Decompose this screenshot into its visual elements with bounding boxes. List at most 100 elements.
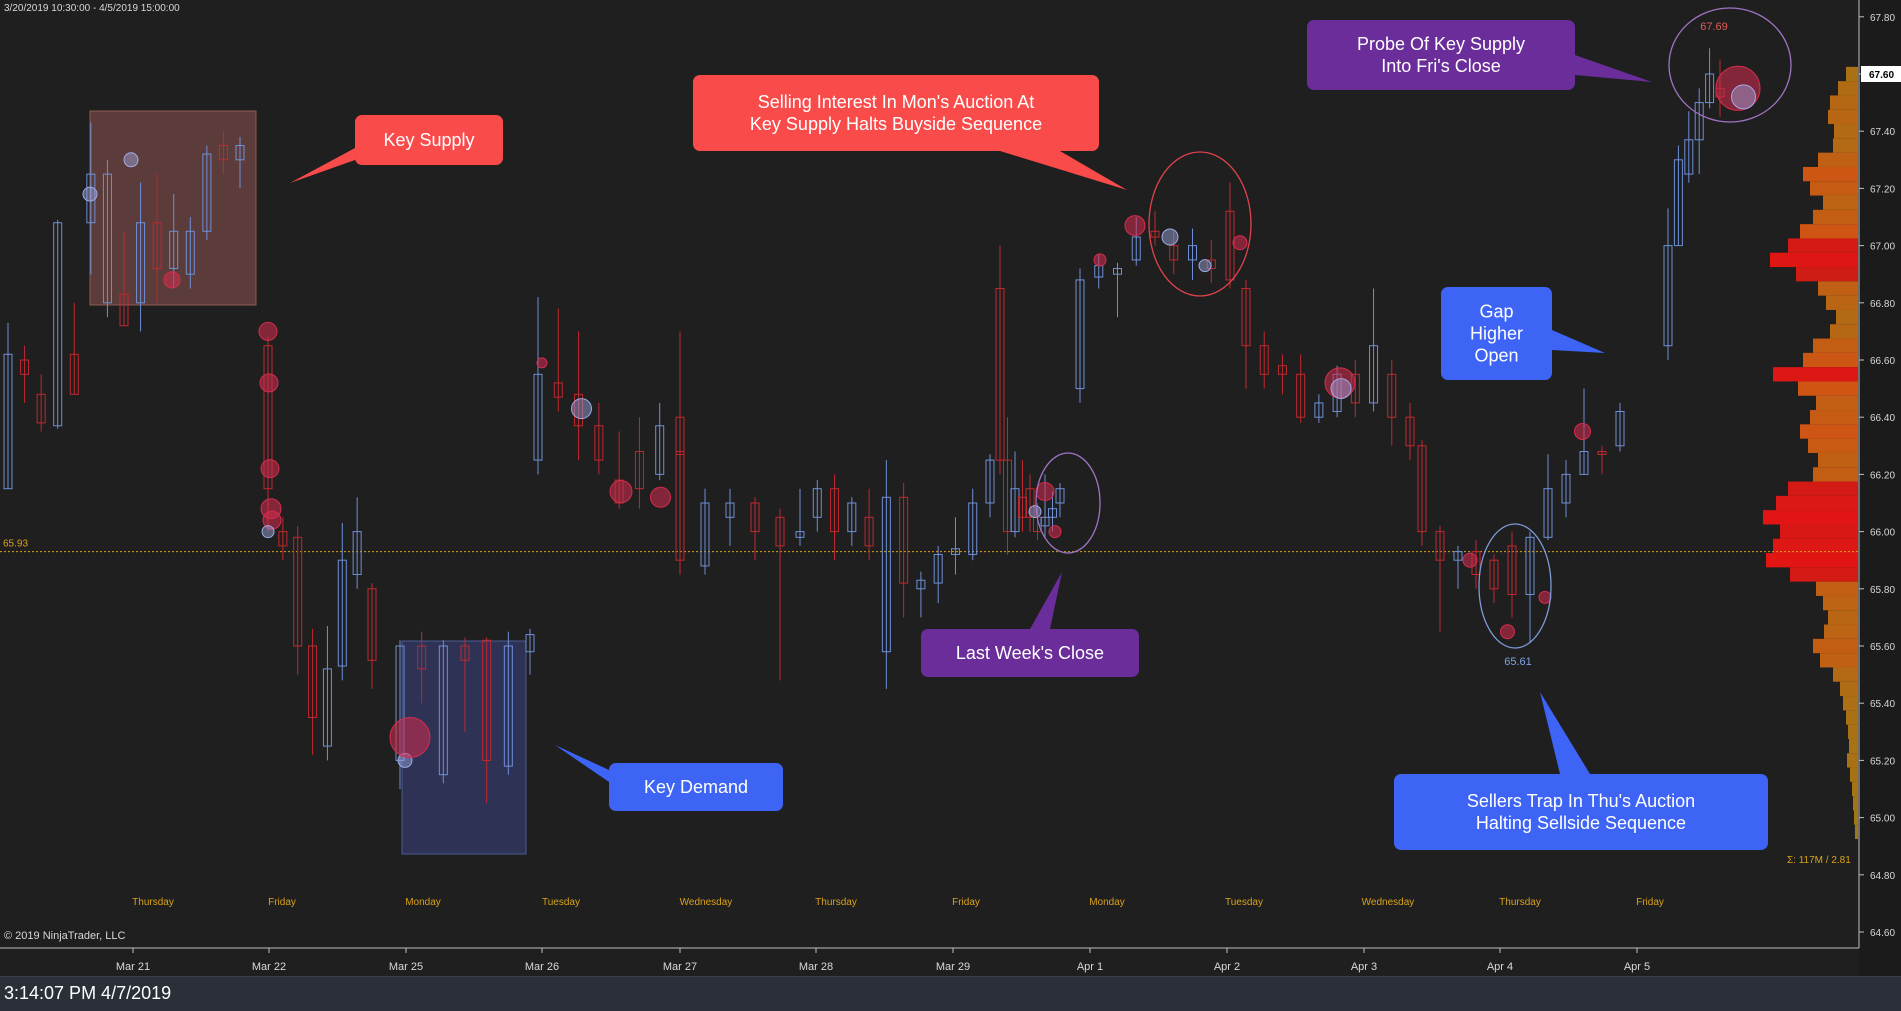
- candle-body: [308, 645, 318, 718]
- candle-body: [1694, 102, 1704, 141]
- volume-profile-bar: [1813, 209, 1858, 225]
- session-label: Monday: [405, 897, 441, 908]
- y-tick-label: 66.00: [1870, 528, 1895, 539]
- candle-body: [1615, 410, 1625, 447]
- annotation-text: Halting Sellside Sequence: [1476, 813, 1686, 833]
- x-date-label: Apr 4: [1487, 961, 1513, 973]
- y-tick-label: 65.80: [1870, 585, 1895, 596]
- current-price-box: [1861, 66, 1901, 82]
- y-tick-label: 64.80: [1870, 871, 1895, 882]
- volume-profile-bar: [1826, 295, 1858, 310]
- candle-body: [655, 425, 665, 475]
- annotation-text: Sellers Trap In Thu's Auction: [1467, 791, 1695, 811]
- volume-bubble: [82, 186, 98, 202]
- candle-body: [152, 222, 162, 269]
- candle-body: [1435, 531, 1445, 561]
- session-label: Tuesday: [1225, 897, 1263, 908]
- volume-bubble: [1028, 505, 1042, 519]
- y-tick-label: 65.20: [1870, 756, 1895, 767]
- probe-supply-ellipse: [1668, 7, 1792, 123]
- volume-profile-bar: [1849, 738, 1858, 754]
- candle-body: [1561, 473, 1571, 504]
- candle-body: [1525, 536, 1535, 596]
- volume-profile-bar: [1773, 538, 1858, 554]
- candle-body: [899, 496, 909, 584]
- candle-body: [933, 553, 943, 584]
- candle-body: [1453, 551, 1463, 561]
- volume-bubble: [1232, 235, 1248, 251]
- candle-body: [864, 516, 874, 547]
- candle-body: [417, 645, 427, 670]
- x-date-label: Mar 29: [936, 961, 970, 973]
- volume-profile-bar: [1816, 395, 1858, 411]
- annotation-pointer: [290, 148, 355, 183]
- candle-body: [1507, 545, 1517, 596]
- volume-bubble: [1048, 525, 1062, 539]
- volume-bubble: [1198, 259, 1212, 273]
- x-date-label: Apr 1: [1077, 961, 1103, 973]
- candle-body: [322, 668, 332, 747]
- volume-profile-bar: [1846, 66, 1858, 82]
- y-tick-label: 67.20: [1870, 184, 1895, 195]
- candle-body: [1417, 445, 1427, 533]
- annotation-text: Last Week's Close: [956, 643, 1104, 663]
- volume-bubble: [1574, 423, 1591, 440]
- price-axis-background: [1859, 0, 1901, 976]
- candle-body: [1075, 279, 1085, 390]
- session-label: Thursday: [1499, 897, 1541, 908]
- x-date-label: Apr 5: [1624, 961, 1650, 973]
- candle-body: [916, 579, 926, 590]
- candle-body: [235, 145, 245, 161]
- volume-bubble: [260, 459, 280, 479]
- annotation-text: Probe Of Key Supply: [1357, 34, 1525, 54]
- volume-profile-bar: [1836, 309, 1858, 325]
- volume-profile-bar: [1770, 252, 1858, 268]
- candle-body: [1705, 73, 1715, 104]
- volume-profile-bar: [1830, 324, 1858, 339]
- y-tick-label: 65.60: [1870, 642, 1895, 653]
- annotation-box: [355, 115, 503, 165]
- candle-body: [1296, 373, 1306, 418]
- sell-interest-ellipse: [1148, 151, 1252, 297]
- y-tick-label: 66.40: [1870, 413, 1895, 424]
- candle-body: [102, 173, 112, 304]
- status-time: 3:14:07 PM 4/7/2019: [4, 983, 172, 1003]
- candle-body: [1131, 236, 1141, 261]
- annotation-box: [1394, 774, 1768, 850]
- candle-body: [1055, 488, 1065, 504]
- session-label: Wednesday: [1362, 897, 1415, 908]
- candle-body: [533, 373, 543, 461]
- annotation-text: Key Supply: [383, 130, 474, 150]
- candle-body: [1684, 139, 1694, 175]
- annotation-box: [1441, 287, 1552, 380]
- volume-profile-bar: [1824, 624, 1858, 639]
- candle-body: [525, 634, 535, 653]
- candle-body: [830, 488, 840, 533]
- volume-profile-bar: [1838, 81, 1858, 96]
- x-date-label: Mar 28: [799, 961, 833, 973]
- volume-profile-bar: [1810, 410, 1858, 425]
- volume-label: Σ: 117M / 2.81: [1787, 855, 1851, 866]
- candle-body: [136, 222, 146, 304]
- volume-bubble: [258, 321, 278, 341]
- volume-bubble: [163, 271, 181, 289]
- volume-profile-bar: [1847, 753, 1858, 768]
- session-label: Wednesday: [680, 897, 733, 908]
- annotation-text: Key Supply Halts Buyside Sequence: [750, 114, 1042, 134]
- y-tick-label: 67.40: [1870, 127, 1895, 138]
- candle-body: [1369, 345, 1379, 404]
- candle-body: [218, 145, 228, 161]
- annotation-pointer: [1552, 330, 1605, 353]
- volume-bubble: [1093, 253, 1107, 267]
- volume-profile-bar: [1818, 281, 1858, 296]
- candle-body: [1387, 373, 1397, 418]
- volume-profile-bar: [1800, 424, 1858, 439]
- candle-body: [1048, 508, 1057, 518]
- volume-profile-bar: [1803, 352, 1858, 368]
- high-price-label: 67.69: [1700, 21, 1728, 33]
- price-chart[interactable]: 3/20/2019 10:30:00 - 4/5/2019 15:00:00 © …: [0, 0, 1901, 976]
- volume-profile-bar: [1830, 95, 1858, 110]
- x-date-label: Apr 3: [1351, 961, 1377, 973]
- candle-body: [995, 288, 1005, 461]
- candle-body: [69, 353, 79, 395]
